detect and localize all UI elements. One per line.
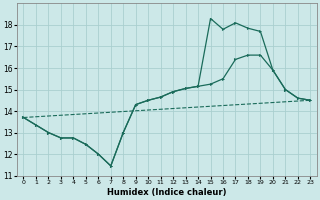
X-axis label: Humidex (Indice chaleur): Humidex (Indice chaleur) — [107, 188, 227, 197]
